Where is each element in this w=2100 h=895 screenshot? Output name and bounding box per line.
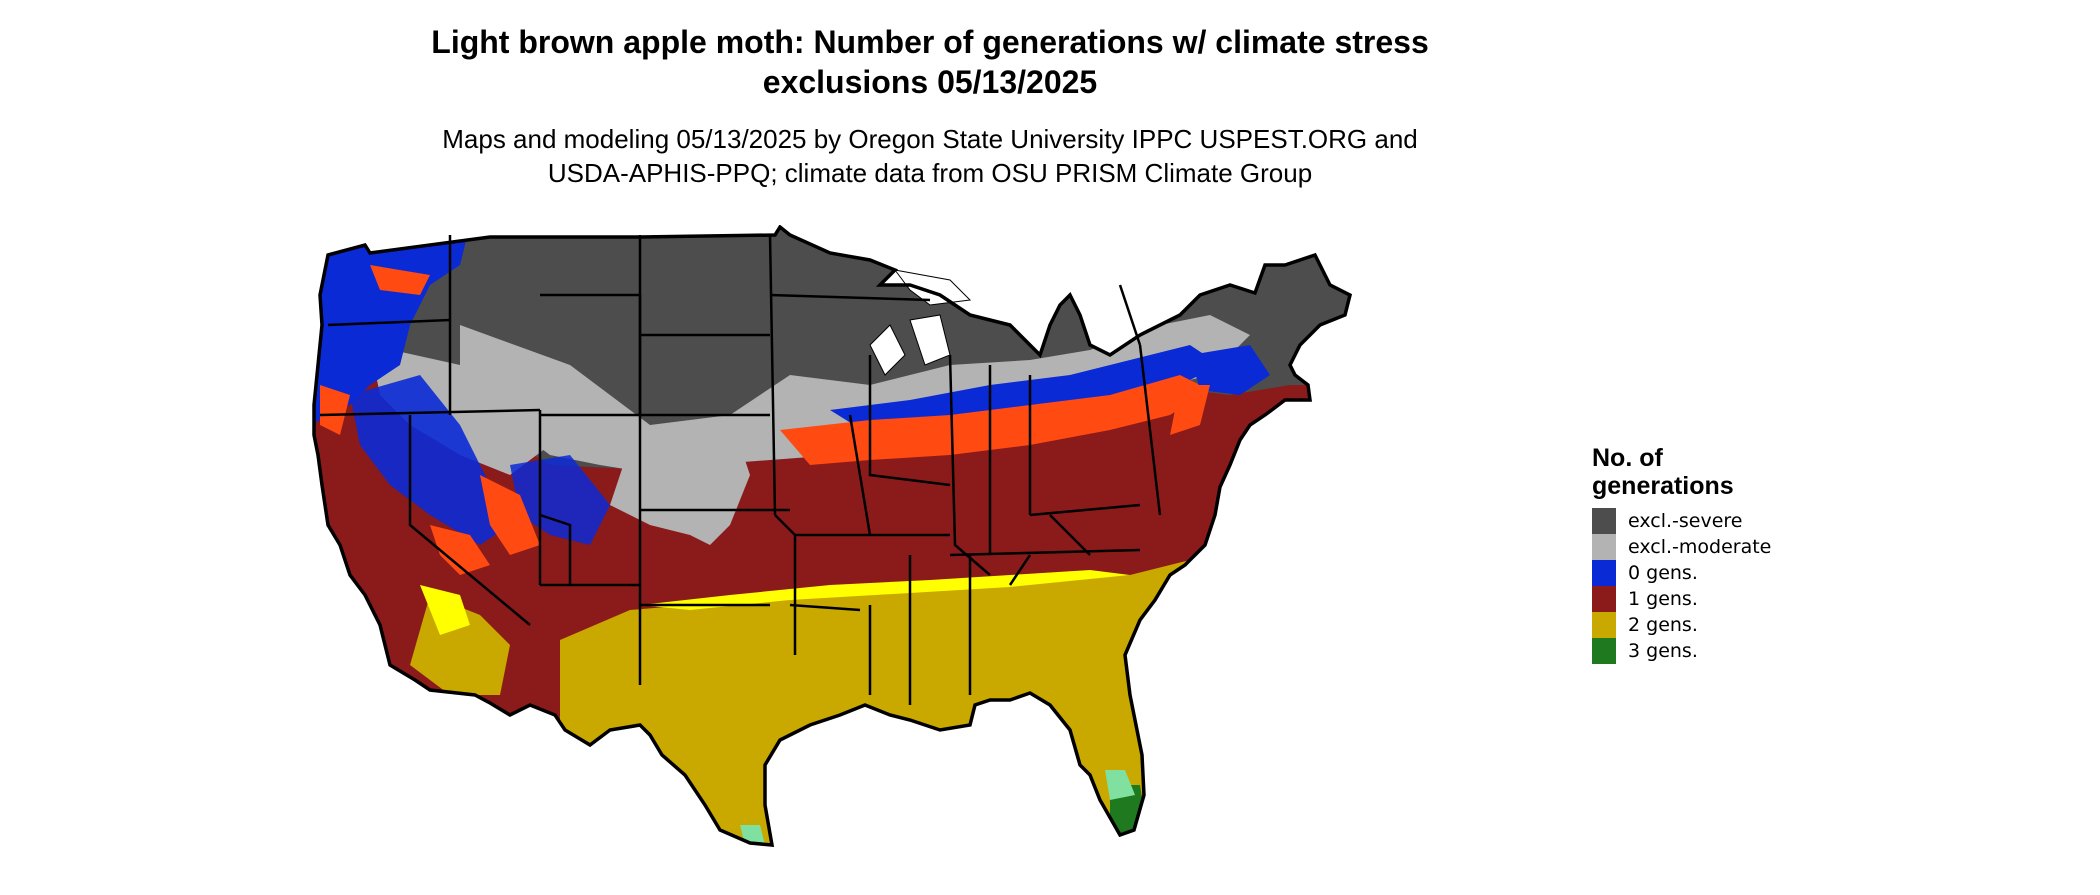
legend-item-excl-severe: excl.-severe xyxy=(1592,508,1771,534)
legend-label: 0 gens. xyxy=(1628,562,1698,584)
legend: No. of generations excl.-severe excl.-mo… xyxy=(1592,444,1771,664)
legend-item-excl-moderate: excl.-moderate xyxy=(1592,534,1771,560)
legend-title-line-2: generations xyxy=(1592,472,1734,500)
legend-title-line-1: No. of xyxy=(1592,444,1663,472)
us-generations-map xyxy=(312,225,1352,847)
legend-label: excl.-severe xyxy=(1628,510,1743,532)
legend-item-2-gens: 2 gens. xyxy=(1592,612,1771,638)
legend-label: 1 gens. xyxy=(1628,588,1698,610)
legend-item-3-gens: 3 gens. xyxy=(1592,638,1771,664)
legend-swatch xyxy=(1592,612,1616,638)
legend-swatch xyxy=(1592,586,1616,612)
map-subtitle-line-2: USDA-APHIS-PPQ; climate data from OSU PR… xyxy=(547,158,1313,188)
legend-label: 2 gens. xyxy=(1628,614,1698,636)
legend-swatch xyxy=(1592,560,1616,586)
legend-title: No. of generations xyxy=(1592,444,1771,500)
legend-item-1-gens: 1 gens. xyxy=(1592,586,1771,612)
legend-label: excl.-moderate xyxy=(1628,536,1772,558)
legend-swatch xyxy=(1592,638,1616,664)
map-title-line-1: Light brown apple moth: Number of genera… xyxy=(431,24,1429,60)
map-subtitle: Maps and modeling 05/13/2025 by Oregon S… xyxy=(300,122,1560,190)
legend-label: 3 gens. xyxy=(1628,640,1698,662)
legend-swatch xyxy=(1592,508,1616,534)
map-title-line-2: exclusions 05/13/2025 xyxy=(762,64,1098,100)
legend-item-0-gens: 0 gens. xyxy=(1592,560,1771,586)
legend-swatch xyxy=(1592,534,1616,560)
map-title: Light brown apple moth: Number of genera… xyxy=(300,22,1560,102)
map-subtitle-line-1: Maps and modeling 05/13/2025 by Oregon S… xyxy=(442,124,1418,154)
